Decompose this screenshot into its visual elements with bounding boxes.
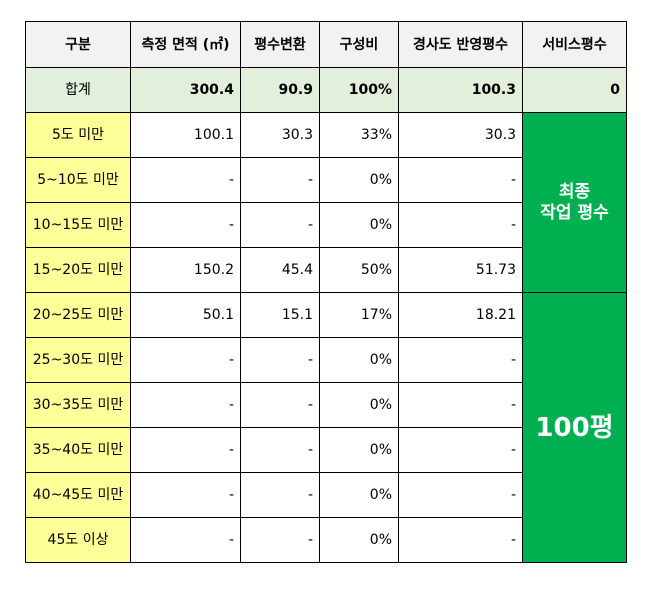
row-ratio: 0% [319, 517, 399, 563]
row-pyeong: - [240, 382, 320, 428]
row-pyeong: - [240, 517, 320, 563]
row-ratio: 50% [319, 247, 399, 293]
row-pyeong: - [240, 472, 320, 518]
header-service-pyeong: 서비스평수 [522, 21, 627, 68]
row-pyeong: 45.4 [240, 247, 320, 293]
total-area: 300.4 [130, 67, 241, 113]
row-area: - [130, 427, 241, 473]
row-ratio: 33% [319, 112, 399, 158]
row-pyeong: - [240, 427, 320, 473]
row-area: - [130, 337, 241, 383]
total-pyeong: 90.9 [240, 67, 320, 113]
row-slope-pyeong: - [398, 382, 523, 428]
row-slope-pyeong: 30.3 [398, 112, 523, 158]
header-slope-pyeong: 경사도 반영평수 [398, 21, 523, 68]
row-ratio: 0% [319, 382, 399, 428]
header-area: 측정 면적 (㎡) [130, 21, 241, 68]
total-ratio: 100% [319, 67, 399, 113]
row-category: 35~40도 미만 [25, 427, 131, 473]
row-slope-pyeong: - [398, 202, 523, 248]
slope-area-table: 구분 측정 면적 (㎡) 평수변환 구성비 경사도 반영평수 서비스평수 합계 … [25, 21, 627, 563]
row-slope-pyeong: - [398, 472, 523, 518]
row-category: 30~35도 미만 [25, 382, 131, 428]
table-row: 20~25도 미만 50.1 15.1 17% 18.21 100평 [25, 292, 627, 563]
row-slope-pyeong: 18.21 [398, 292, 523, 338]
table-row: 35~40도 미만 - - 0% - [25, 427, 627, 473]
row-category: 5~10도 미만 [25, 157, 131, 203]
row-area: - [130, 202, 241, 248]
row-category: 20~25도 미만 [25, 292, 131, 338]
row-ratio: 0% [319, 427, 399, 473]
table-row: 30~35도 미만 - - 0% - [25, 382, 627, 428]
row-slope-pyeong: - [398, 337, 523, 383]
row-category: 25~30도 미만 [25, 337, 131, 383]
header-row: 구분 측정 면적 (㎡) 평수변환 구성비 경사도 반영평수 서비스평수 [25, 21, 627, 68]
row-ratio: 0% [319, 202, 399, 248]
table-row: 40~45도 미만 - - 0% - [25, 472, 627, 518]
row-pyeong: 15.1 [240, 292, 320, 338]
row-category: 15~20도 미만 [25, 247, 131, 293]
row-slope-pyeong: - [398, 157, 523, 203]
row-category: 10~15도 미만 [25, 202, 131, 248]
row-area: - [130, 157, 241, 203]
row-ratio: 0% [319, 157, 399, 203]
final-label-line1: 최종 [558, 181, 591, 202]
table-row: 15~20도 미만 150.2 45.4 50% 51.73 [25, 247, 627, 293]
row-ratio: 0% [319, 472, 399, 518]
total-row: 합계 300.4 90.9 100% 100.3 0 [25, 67, 627, 113]
header-pyeong: 평수변환 [240, 21, 320, 68]
row-area: - [130, 382, 241, 428]
row-pyeong: - [240, 202, 320, 248]
total-slope-pyeong: 100.3 [398, 67, 523, 113]
final-pyeong-value: 100평 [522, 292, 627, 563]
final-work-label: 최종 작업 평수 [522, 112, 627, 293]
row-ratio: 0% [319, 337, 399, 383]
row-ratio: 17% [319, 292, 399, 338]
header-ratio: 구성비 [319, 21, 399, 68]
row-area: 100.1 [130, 112, 241, 158]
total-service-pyeong: 0 [522, 67, 627, 113]
row-slope-pyeong: - [398, 517, 523, 563]
total-label: 합계 [25, 67, 131, 113]
row-slope-pyeong: 51.73 [398, 247, 523, 293]
final-label-line2: 작업 평수 [540, 202, 609, 223]
row-slope-pyeong: - [398, 427, 523, 473]
row-area: - [130, 472, 241, 518]
row-pyeong: - [240, 337, 320, 383]
final-value: 100평 [535, 412, 614, 443]
row-category: 40~45도 미만 [25, 472, 131, 518]
row-pyeong: - [240, 157, 320, 203]
row-category: 5도 미만 [25, 112, 131, 158]
header-category: 구분 [25, 21, 131, 68]
row-pyeong: 30.3 [240, 112, 320, 158]
table-row: 5~10도 미만 - - 0% - [25, 157, 627, 203]
table-row: 45도 이상 - - 0% - [25, 517, 627, 563]
row-area: 50.1 [130, 292, 241, 338]
row-area: - [130, 517, 241, 563]
row-area: 150.2 [130, 247, 241, 293]
table-row: 5도 미만 100.1 30.3 33% 30.3 최종 작업 평수 [25, 112, 627, 293]
row-category: 45도 이상 [25, 517, 131, 563]
